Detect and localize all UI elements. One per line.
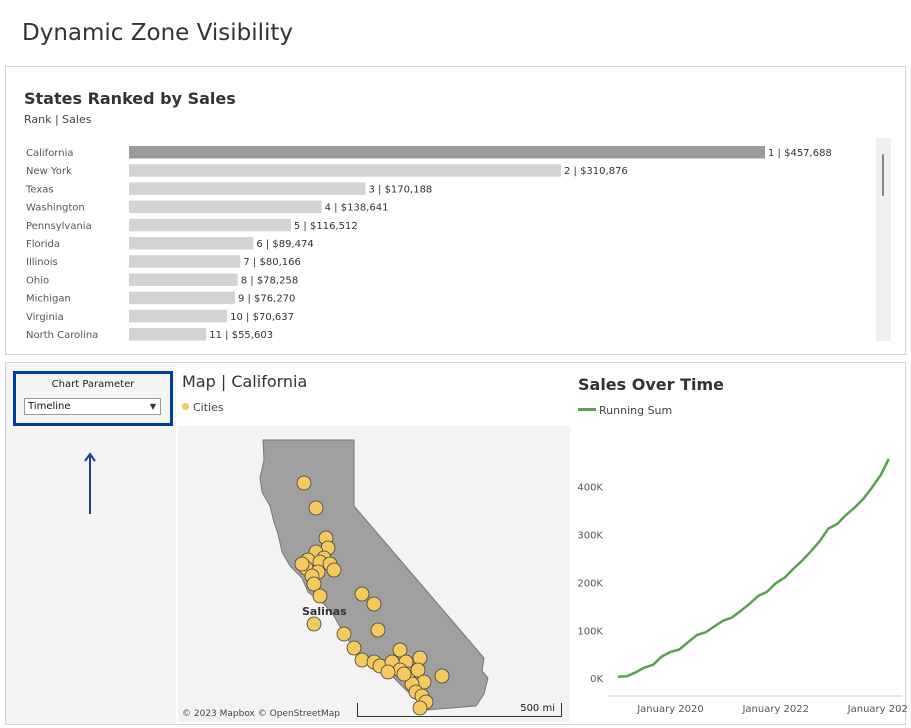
city-marker[interactable]	[326, 562, 342, 578]
x-tick-label: January 2022	[741, 704, 809, 715]
bar-category-label: Michigan	[26, 294, 71, 305]
city-marker[interactable]	[380, 664, 396, 680]
bar-value-label: 10 | $70,637	[230, 312, 294, 323]
dashboard-title: Dynamic Zone Visibility	[22, 20, 294, 46]
bar-value-label: 1 | $457,688	[768, 148, 832, 159]
x-tick-label: January 2020	[636, 704, 704, 715]
chart-parameter-dropdown[interactable]: Timeline ▼	[24, 398, 161, 415]
city-marker[interactable]	[392, 642, 408, 658]
city-marker[interactable]	[336, 626, 352, 642]
bar-value-label: 8 | $78,258	[241, 275, 298, 286]
bar-illinois[interactable]	[129, 255, 241, 268]
sales-over-time-chart: 0K 100K 200K 300K 400K January 2020 January 20…	[577, 458, 907, 715]
chart-parameter-control: Chart Parameter Timeline ▼	[13, 371, 173, 426]
chart-parameter-value: Timeline	[28, 401, 71, 412]
city-marker[interactable]	[412, 700, 428, 716]
line-legend-label: Running Sum	[599, 404, 673, 417]
y-tick-label: 400K	[577, 483, 603, 494]
bar-category-label: Ohio	[26, 275, 49, 286]
running-sum-legend-swatch	[578, 408, 596, 411]
city-marker[interactable]	[308, 500, 324, 516]
y-tick-label: 100K	[577, 626, 603, 637]
bar-category-label: Florida	[26, 239, 60, 250]
bar-category-label: Washington	[26, 203, 85, 214]
california-map[interactable]: Salinas	[178, 426, 570, 722]
map-legend: Cities	[182, 401, 224, 414]
bar-north-carolina[interactable]	[129, 328, 207, 341]
bar-california[interactable]	[129, 146, 765, 159]
bar-new-york[interactable]	[129, 164, 561, 177]
y-tick-label: 300K	[577, 530, 603, 541]
bar-category-label: California	[26, 148, 74, 159]
city-marker[interactable]	[294, 556, 310, 572]
ranked-bar-chart: California 1 | $457,688 New York 2 | $310,8…	[25, 146, 832, 341]
map-scale-bar: 500 mi	[357, 703, 562, 717]
city-marker[interactable]	[346, 640, 362, 656]
chart-parameter-label: Chart Parameter	[51, 379, 135, 390]
bar-category-label: Illinois	[26, 257, 58, 268]
bar-value-label: 2 | $310,876	[564, 166, 628, 177]
city-marker[interactable]	[370, 622, 386, 638]
dropdown-arrow-icon[interactable]: ▼	[149, 402, 156, 411]
city-marker[interactable]	[306, 576, 322, 592]
bar-value-label: 6 | $89,474	[256, 239, 313, 250]
city-marker[interactable]	[306, 616, 322, 632]
city-marker[interactable]	[396, 666, 412, 682]
bar-value-label: 9 | $76,270	[238, 294, 295, 305]
x-tick-label: January 2024	[847, 704, 907, 715]
bar-category-label: Pennsylvania	[26, 221, 92, 232]
y-tick-label: 200K	[577, 578, 603, 589]
city-marker[interactable]	[296, 475, 312, 491]
line-chart-title: Sales Over Time	[578, 375, 725, 394]
city-marker[interactable]	[434, 668, 450, 684]
bottom-panel: Chart Parameter Timeline ▼ Map | Califor…	[5, 362, 907, 725]
bar-pennsylvania[interactable]	[129, 218, 291, 232]
bar-category-label: North Carolina	[26, 330, 98, 341]
place-label-salinas: Salinas	[302, 605, 347, 618]
parameter-zone: Chart Parameter Timeline ▼	[6, 363, 176, 724]
map-scale-label: 500 mi	[520, 703, 555, 714]
ranked-chart-title: States Ranked by Sales	[24, 89, 236, 108]
cities-legend-dot	[182, 403, 189, 410]
vertical-scrollbar[interactable]	[876, 138, 891, 341]
bar-value-label: 5 | $116,512	[294, 221, 358, 232]
bar-value-label: 4 | $138,641	[325, 203, 389, 214]
bar-value-label: 3 | $170,188	[368, 184, 432, 195]
bar-category-label: New York	[26, 166, 72, 177]
ranked-bar-chart-panel: States Ranked by Sales Rank | Sales Cali…	[5, 66, 906, 355]
ranked-chart-subtitle: Rank | Sales	[24, 113, 92, 126]
map-title: Map | California	[182, 372, 308, 391]
bar-virginia[interactable]	[129, 309, 228, 323]
bar-texas[interactable]	[129, 182, 366, 195]
map-legend-label: Cities	[193, 401, 224, 414]
bar-category-label: Virginia	[26, 312, 64, 323]
up-arrow-icon	[84, 452, 96, 514]
city-marker[interactable]	[366, 596, 382, 612]
line-chart-legend: Running Sum	[578, 404, 672, 417]
map-attribution: © 2023 Mapbox © OpenStreetMap	[182, 709, 340, 719]
city-marker[interactable]	[410, 662, 426, 678]
bar-washington[interactable]	[129, 200, 322, 214]
city-marker[interactable]	[354, 586, 370, 602]
map-zone: Map | California Cities Salinas © 2023 M…	[177, 363, 571, 724]
bar-value-label: 7 | $80,166	[243, 257, 300, 268]
bar-ohio[interactable]	[129, 273, 238, 286]
bar-category-label: Texas	[25, 184, 54, 195]
city-marker[interactable]	[312, 588, 328, 604]
bar-florida[interactable]	[129, 237, 254, 250]
y-tick-label: 0K	[590, 674, 603, 685]
bar-value-label: 11 | $55,603	[209, 330, 273, 341]
city-markers	[294, 475, 450, 716]
scrollbar-thumb[interactable]	[882, 154, 884, 196]
bar-michigan[interactable]	[129, 291, 235, 305]
line-chart-zone: 0K 100K 200K 300K 400K January 2020 January 20…	[572, 363, 907, 724]
running-sum-line[interactable]	[617, 458, 890, 679]
